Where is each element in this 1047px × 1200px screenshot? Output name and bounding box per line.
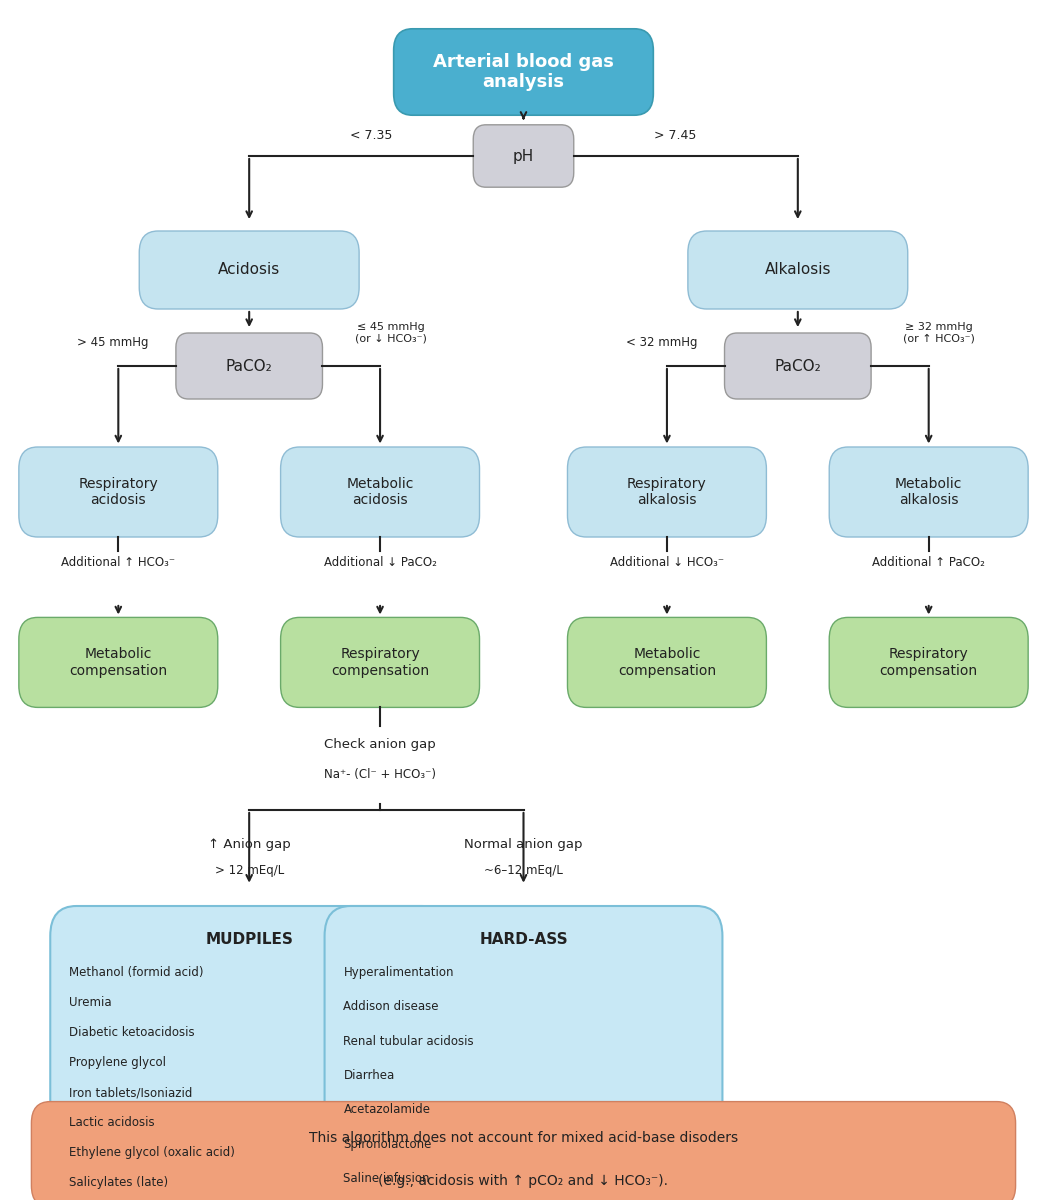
FancyBboxPatch shape xyxy=(19,448,218,538)
Text: Additional ↑ HCO₃⁻: Additional ↑ HCO₃⁻ xyxy=(61,557,176,569)
FancyBboxPatch shape xyxy=(50,906,448,1182)
Text: PaCO₂: PaCO₂ xyxy=(775,359,821,373)
Text: Acidosis: Acidosis xyxy=(218,263,281,277)
FancyBboxPatch shape xyxy=(829,617,1028,707)
Text: < 32 mmHg: < 32 mmHg xyxy=(626,336,697,349)
FancyBboxPatch shape xyxy=(473,125,574,187)
FancyBboxPatch shape xyxy=(176,332,322,398)
Text: Normal anion gap: Normal anion gap xyxy=(464,838,583,851)
Text: Arterial blood gas
analysis: Arterial blood gas analysis xyxy=(433,53,614,91)
Text: ≥ 32 mmHg
(or ↑ HCO₃⁻): ≥ 32 mmHg (or ↑ HCO₃⁻) xyxy=(904,322,975,343)
Text: Diabetic ketoacidosis: Diabetic ketoacidosis xyxy=(69,1026,195,1039)
Text: Respiratory
compensation: Respiratory compensation xyxy=(879,647,978,678)
Text: Methanol (formid acid): Methanol (formid acid) xyxy=(69,966,203,979)
Text: Respiratory
acidosis: Respiratory acidosis xyxy=(79,476,158,508)
Text: Hyperalimentation: Hyperalimentation xyxy=(343,966,454,979)
Text: ~6–12 mEq/L: ~6–12 mEq/L xyxy=(484,864,563,877)
Text: Alkalosis: Alkalosis xyxy=(764,263,831,277)
Text: This algorithm does not account for mixed acid-base disoders: This algorithm does not account for mixe… xyxy=(309,1130,738,1145)
FancyBboxPatch shape xyxy=(688,230,908,308)
Text: pH: pH xyxy=(513,149,534,163)
Text: Check anion gap: Check anion gap xyxy=(325,738,436,751)
Text: Additional ↑ PaCO₂: Additional ↑ PaCO₂ xyxy=(872,557,985,569)
Text: Metabolic
compensation: Metabolic compensation xyxy=(618,647,716,678)
Text: Iron tablets/Isoniazid: Iron tablets/Isoniazid xyxy=(69,1086,193,1099)
Text: Saline infusion: Saline infusion xyxy=(343,1172,430,1184)
FancyBboxPatch shape xyxy=(829,448,1028,538)
Text: Renal tubular acidosis: Renal tubular acidosis xyxy=(343,1034,474,1048)
Text: > 7.45: > 7.45 xyxy=(654,128,696,142)
Text: MUDPILES: MUDPILES xyxy=(205,932,293,948)
Text: Respiratory
compensation: Respiratory compensation xyxy=(331,647,429,678)
Text: ≤ 45 mmHg
(or ↓ HCO₃⁻): ≤ 45 mmHg (or ↓ HCO₃⁻) xyxy=(355,322,426,343)
FancyBboxPatch shape xyxy=(281,617,480,707)
Text: Salicylates (late): Salicylates (late) xyxy=(69,1176,169,1189)
Text: ↑ Anion gap: ↑ Anion gap xyxy=(207,838,291,851)
Text: Diarrhea: Diarrhea xyxy=(343,1069,395,1082)
FancyBboxPatch shape xyxy=(567,617,766,707)
FancyBboxPatch shape xyxy=(19,617,218,707)
FancyBboxPatch shape xyxy=(281,448,480,538)
FancyBboxPatch shape xyxy=(325,906,722,1182)
Text: Metabolic
acidosis: Metabolic acidosis xyxy=(347,476,414,508)
Text: Metabolic
compensation: Metabolic compensation xyxy=(69,647,168,678)
Text: < 7.35: < 7.35 xyxy=(351,128,393,142)
Text: Additional ↓ HCO₃⁻: Additional ↓ HCO₃⁻ xyxy=(609,557,725,569)
Text: Addison disease: Addison disease xyxy=(343,1001,439,1013)
FancyBboxPatch shape xyxy=(139,230,359,308)
Text: PaCO₂: PaCO₂ xyxy=(226,359,272,373)
FancyBboxPatch shape xyxy=(725,332,871,398)
Text: > 45 mmHg: > 45 mmHg xyxy=(77,336,149,349)
Text: (e.g., acidosis with ↑ pCO₂ and ↓ HCO₃⁻).: (e.g., acidosis with ↑ pCO₂ and ↓ HCO₃⁻)… xyxy=(379,1174,668,1188)
Text: Acetazolamide: Acetazolamide xyxy=(343,1103,430,1116)
FancyBboxPatch shape xyxy=(567,448,766,538)
Text: Spironolactone: Spironolactone xyxy=(343,1138,431,1151)
Text: Additional ↓ PaCO₂: Additional ↓ PaCO₂ xyxy=(324,557,437,569)
Text: Metabolic
alkalosis: Metabolic alkalosis xyxy=(895,476,962,508)
Text: > 12 mEq/L: > 12 mEq/L xyxy=(215,864,284,877)
Text: Uremia: Uremia xyxy=(69,996,112,1009)
Text: HARD-ASS: HARD-ASS xyxy=(480,932,567,948)
FancyBboxPatch shape xyxy=(31,1102,1016,1200)
Text: Na⁺- (Cl⁻ + HCO₃⁻): Na⁺- (Cl⁻ + HCO₃⁻) xyxy=(325,768,436,781)
FancyBboxPatch shape xyxy=(394,29,653,115)
Text: Ethylene glycol (oxalic acid): Ethylene glycol (oxalic acid) xyxy=(69,1146,235,1159)
Text: Respiratory
alkalosis: Respiratory alkalosis xyxy=(627,476,707,508)
Text: Lactic acidosis: Lactic acidosis xyxy=(69,1116,155,1129)
Text: Propylene glycol: Propylene glycol xyxy=(69,1056,166,1069)
